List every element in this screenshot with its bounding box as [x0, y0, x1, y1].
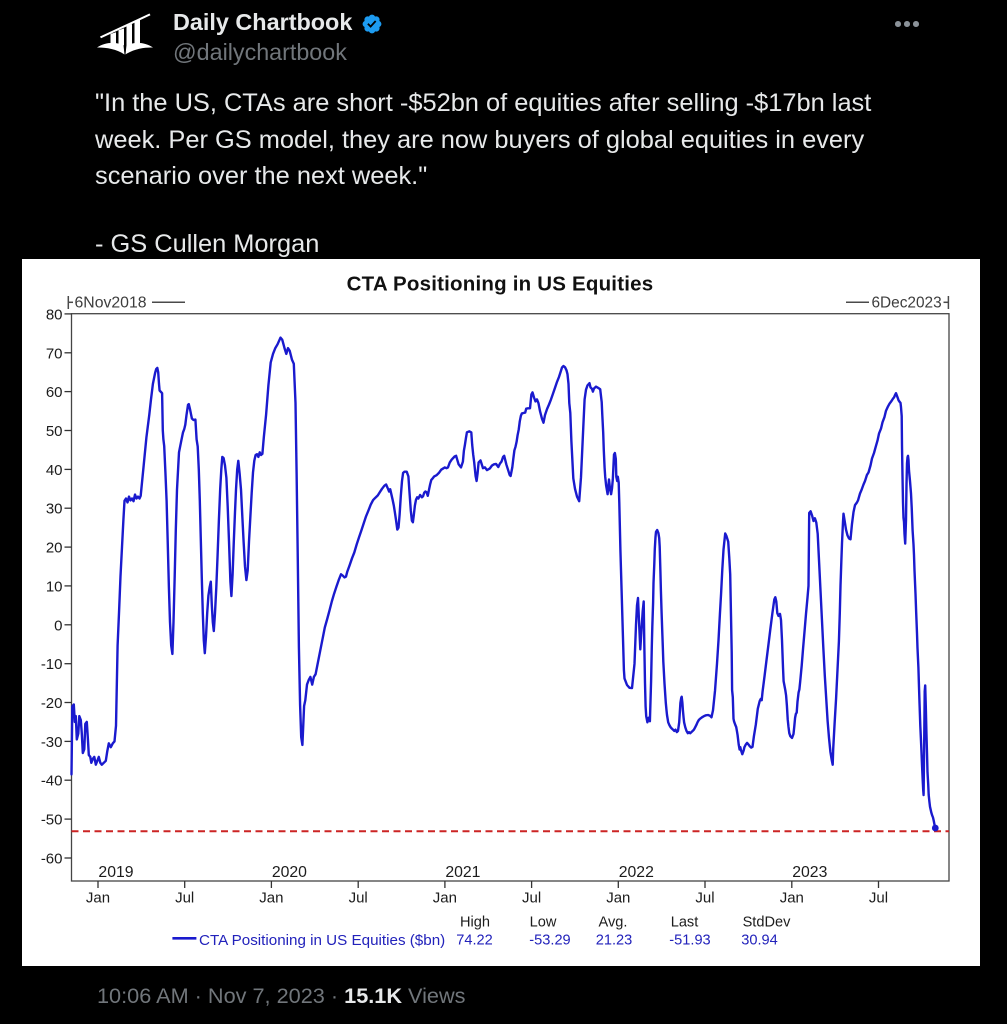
svg-text:6Nov2018: 6Nov2018: [75, 295, 147, 312]
svg-text:Jul: Jul: [349, 890, 368, 907]
svg-text:30: 30: [46, 501, 63, 518]
svg-text:60: 60: [46, 384, 63, 401]
svg-text:CTA Positioning in US Equities: CTA Positioning in US Equities ($bn): [199, 932, 445, 949]
svg-text:2020: 2020: [272, 864, 307, 881]
svg-text:Jan: Jan: [259, 890, 283, 907]
svg-text:21.23: 21.23: [596, 932, 633, 948]
svg-text:Jul: Jul: [695, 890, 714, 907]
svg-text:Jan: Jan: [606, 890, 630, 907]
svg-text:-40: -40: [41, 773, 63, 790]
svg-text:High: High: [460, 914, 490, 930]
svg-text:StdDev: StdDev: [743, 914, 792, 930]
svg-text:Avg.: Avg.: [599, 914, 628, 930]
svg-text:2021: 2021: [445, 864, 480, 881]
svg-text:Jan: Jan: [86, 890, 110, 907]
svg-text:30.94: 30.94: [741, 932, 778, 948]
svg-text:Jul: Jul: [522, 890, 541, 907]
svg-text:CTA Positioning in US Equities: CTA Positioning in US Equities: [347, 273, 654, 296]
svg-text:20: 20: [46, 540, 63, 557]
svg-text:-30: -30: [41, 734, 63, 751]
svg-text:40: 40: [46, 462, 63, 479]
svg-text:2023: 2023: [792, 864, 827, 881]
svg-text:0: 0: [54, 617, 62, 634]
svg-text:10: 10: [46, 578, 63, 595]
svg-text:Jan: Jan: [433, 890, 457, 907]
svg-text:2019: 2019: [98, 864, 133, 881]
svg-text:74.22: 74.22: [456, 932, 493, 948]
svg-text:Jul: Jul: [869, 890, 888, 907]
svg-text:Low: Low: [530, 914, 557, 930]
svg-text:-60: -60: [41, 851, 63, 868]
svg-text:-53.29: -53.29: [529, 932, 570, 948]
svg-text:2022: 2022: [619, 864, 654, 881]
svg-text:-20: -20: [41, 695, 63, 712]
svg-text:Jan: Jan: [780, 890, 804, 907]
svg-text:-50: -50: [41, 812, 63, 829]
svg-text:-10: -10: [41, 656, 63, 673]
svg-text:70: 70: [46, 345, 63, 362]
svg-text:80: 80: [46, 306, 63, 323]
svg-text:-51.93: -51.93: [669, 932, 710, 948]
svg-text:6Dec2023: 6Dec2023: [872, 295, 942, 312]
svg-text:Last: Last: [671, 914, 699, 930]
svg-text:Jul: Jul: [175, 890, 194, 907]
svg-text:50: 50: [46, 423, 63, 440]
